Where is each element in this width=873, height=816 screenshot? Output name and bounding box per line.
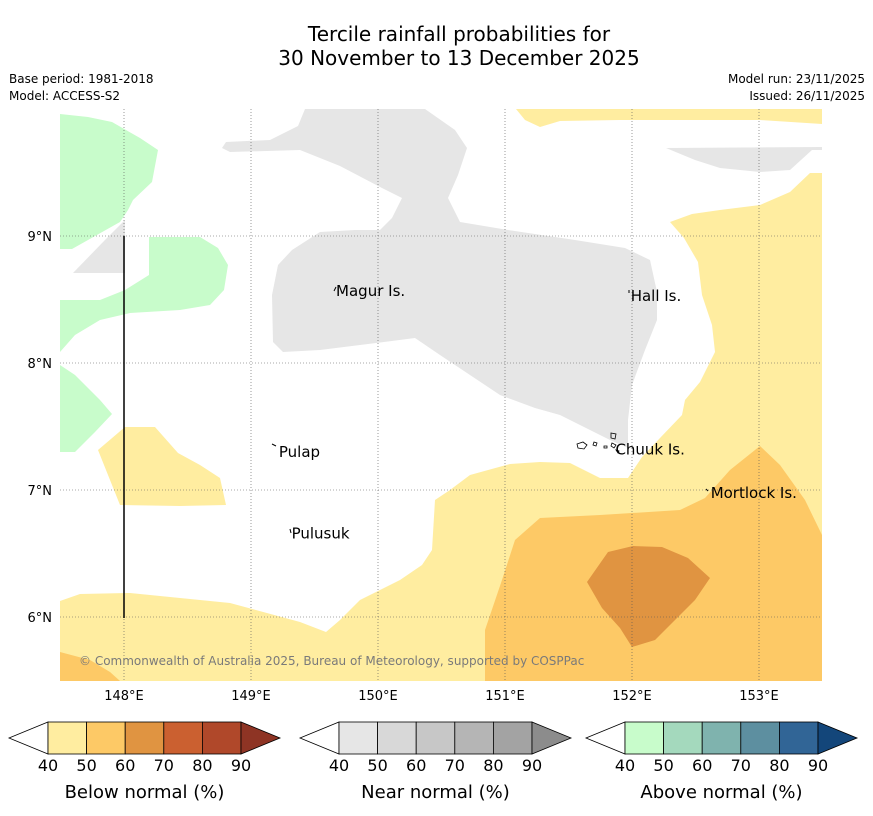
- island-outline: [603, 445, 608, 449]
- island-marker: [333, 286, 337, 292]
- colorbar-tick-label: 90: [231, 756, 251, 775]
- colorbar-tick-label: 90: [808, 756, 828, 775]
- island-outline: [615, 449, 620, 454]
- above-normal-region-southwest: [60, 365, 112, 452]
- colorbar-segment: [492, 721, 533, 755]
- colorbar-tick-label: 50: [367, 756, 387, 775]
- place-labels: Magur Is. Hall Is. Pulap Chuuk Is. Mortlock …: [279, 282, 797, 543]
- chuuk-island-outlines: [576, 432, 620, 454]
- y-tick-6n: 6°N: [28, 611, 53, 626]
- model-run: Model run: 23/11/2025: [727, 72, 865, 86]
- colorbar-tick-label: 70: [445, 756, 465, 775]
- copyright-notice: © Commonwealth of Australia 2025, Bureau…: [79, 654, 584, 668]
- x-tick-152e: 152°E: [612, 689, 652, 704]
- near-normal-region-east: [666, 147, 822, 172]
- island-marker: [289, 528, 292, 534]
- colorbar-tick-label: 80: [483, 756, 503, 775]
- colorbar-segment: [454, 721, 494, 755]
- colorbar-upper-extension: [817, 721, 859, 755]
- colorbar-tick-label: 70: [154, 756, 174, 775]
- island-outline: [592, 441, 598, 447]
- island-outline: [610, 432, 617, 440]
- map-plot-area: © Commonwealth of Australia 2025, Bureau…: [60, 109, 822, 681]
- x-tick-150e: 150°E: [358, 689, 398, 704]
- near-normal-region-north: [222, 109, 657, 448]
- place-label: Mortlock Is.: [711, 484, 797, 502]
- colorbar-tick-label: 60: [115, 756, 135, 775]
- colorbar-upper-extension: [240, 721, 282, 755]
- colorbar-tick-label: 80: [192, 756, 212, 775]
- colorbar-segment: [47, 721, 87, 755]
- colorbar-tick-label: 40: [38, 756, 58, 775]
- y-tick-9n: 9°N: [28, 230, 53, 245]
- colorbar-tick-label: 40: [329, 756, 349, 775]
- y-tick-7n: 7°N: [28, 484, 53, 499]
- issued-date: Issued: 26/11/2025: [749, 89, 865, 103]
- below-normal-60-region: [587, 546, 710, 647]
- colorbar-segment: [624, 721, 664, 755]
- colorbar-tick-label: 50: [653, 756, 673, 775]
- model-name: Model: ACCESS-S2: [9, 89, 121, 103]
- place-label: Chuuk Is.: [615, 441, 684, 459]
- colorbar-tick-label: 70: [731, 756, 751, 775]
- title-line-2: 30 November to 13 December 2025: [278, 46, 640, 70]
- x-tick-148e: 148°E: [104, 689, 144, 704]
- colorbar-segment: [338, 721, 378, 755]
- below-normal-region-north: [516, 109, 822, 127]
- below-normal-50-region-southwest: [60, 652, 120, 681]
- x-tick-149e: 149°E: [231, 689, 271, 704]
- colorbar-1: 40 50 60 70 80 90 Below normal (%): [7, 721, 282, 803]
- y-tick-8n: 8°N: [28, 357, 53, 372]
- place-label: Pulap: [279, 443, 320, 461]
- colorbar-segment: [663, 721, 703, 755]
- colorbar-segment: [415, 721, 456, 755]
- colorbar-segment: [779, 721, 819, 755]
- below-normal-region-west: [98, 427, 226, 506]
- colorbar-tick-label: 60: [692, 756, 712, 775]
- x-axis-ticks: 148°E 149°E 150°E 151°E 152°E 153°E: [104, 689, 779, 704]
- x-tick-151e: 151°E: [485, 689, 525, 704]
- meta-left: Base period: 1981-2018 Model: ACCESS-S2: [9, 71, 154, 105]
- colorbar-title: Near normal (%): [361, 782, 510, 803]
- meta-right: Model run: 23/11/2025 Issued: 26/11/2025: [728, 71, 865, 105]
- place-markers: [271, 286, 709, 534]
- colorbar-tick-label: 60: [406, 756, 426, 775]
- colorbar-legends: 40 50 60 70 80 90 Below normal (%) 40 50 60 70 80 90…: [7, 721, 859, 803]
- colorbar-segment: [163, 721, 203, 755]
- colorbar-lower-extension: [298, 721, 340, 755]
- colorbar-segment: [377, 721, 417, 755]
- colorbar-segment: [701, 721, 742, 755]
- colorbar-title: Below normal (%): [65, 782, 225, 803]
- place-label: Magur Is.: [336, 282, 405, 300]
- colorbar-tick-label: 80: [769, 756, 789, 775]
- island-marker: [271, 443, 277, 447]
- place-label: Pulusuk: [292, 525, 350, 543]
- base-period: Base period: 1981-2018: [9, 72, 154, 86]
- above-normal-region-west: [60, 237, 228, 352]
- colorbar-segment: [86, 721, 126, 755]
- colorbar-segment: [201, 721, 242, 755]
- colorbar-segment: [740, 721, 780, 755]
- above-normal-region-northwest: [60, 114, 158, 249]
- map-title: Tercile rainfall probabilities for 30 No…: [0, 22, 873, 70]
- colorbar-lower-extension: [7, 721, 49, 755]
- colorbar-3: 40 50 60 70 80 90 Above normal (%): [584, 721, 859, 803]
- colorbar-tick-label: 40: [615, 756, 635, 775]
- island-outline: [576, 441, 588, 450]
- colorbar-tick-label: 50: [76, 756, 96, 775]
- colorbar-upper-extension: [531, 721, 573, 755]
- place-label: Hall Is.: [631, 287, 682, 305]
- y-axis-ticks: 9°N 8°N 7°N 6°N: [28, 230, 53, 626]
- island-marker: [705, 488, 709, 492]
- colorbar-2: 40 50 60 70 80 90 Near normal (%): [298, 721, 573, 803]
- colorbar-lower-extension: [584, 721, 626, 755]
- colorbar-title: Above normal (%): [640, 782, 802, 803]
- title-line-1: Tercile rainfall probabilities for: [307, 22, 611, 46]
- x-tick-153e: 153°E: [739, 689, 779, 704]
- island-outline: [610, 442, 617, 449]
- colorbar-segment: [124, 721, 165, 755]
- colorbar-tick-label: 90: [522, 756, 542, 775]
- near-normal-region-west: [73, 220, 125, 273]
